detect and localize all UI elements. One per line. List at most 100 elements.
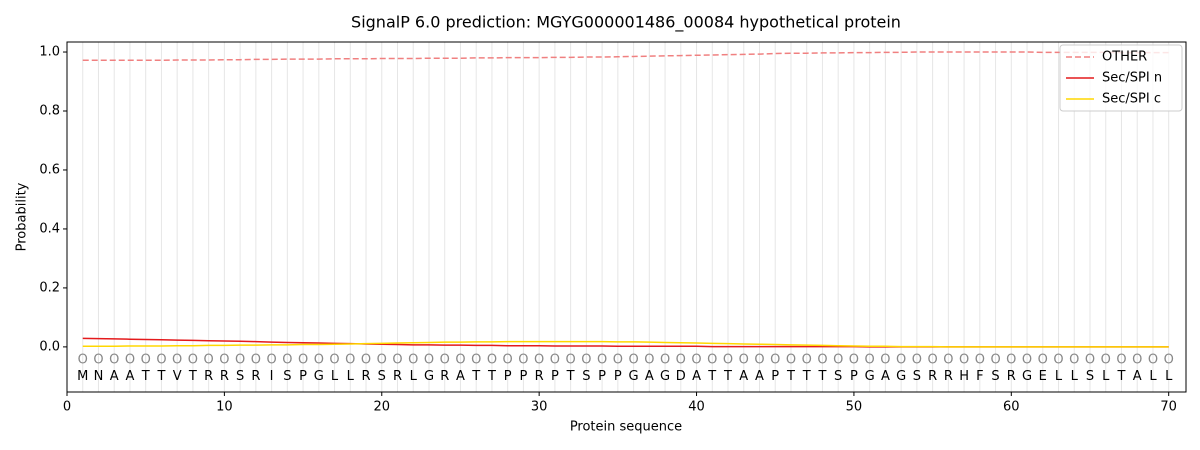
- residue-label: O: [204, 353, 214, 368]
- y-tick-label: 0.4: [39, 221, 60, 236]
- residue-label: O: [628, 353, 638, 368]
- sequence-letter: I: [270, 369, 274, 384]
- residue-label: O: [109, 353, 119, 368]
- sequence-letter: S: [582, 369, 590, 384]
- sequence-letter: A: [1133, 369, 1142, 384]
- residue-label: O: [361, 353, 371, 368]
- sequence-letter: A: [739, 369, 748, 384]
- x-tick-label: 40: [688, 400, 705, 415]
- residue-label: O: [518, 353, 528, 368]
- residue-label: O: [298, 353, 308, 368]
- sequence-letter: R: [1007, 369, 1016, 384]
- residue-label: O: [581, 353, 591, 368]
- sequence-letter: T: [786, 369, 795, 384]
- sequence-letter: G: [1022, 369, 1032, 384]
- residue-label: O: [943, 353, 953, 368]
- residue-label: O: [833, 353, 843, 368]
- sequence-letter: P: [850, 369, 858, 384]
- residue-label: O: [282, 353, 292, 368]
- x-tick-label: 60: [1003, 400, 1020, 415]
- sequence-letter: H: [959, 369, 969, 384]
- residue-label: O: [975, 353, 985, 368]
- y-tick-label: 0.0: [39, 339, 60, 354]
- sequence-letter: S: [1086, 369, 1094, 384]
- residue-label: O: [314, 353, 324, 368]
- residue-label: O: [865, 353, 875, 368]
- sequence-letter: P: [598, 369, 606, 384]
- residue-label: O: [78, 353, 88, 368]
- sequence-letter: G: [314, 369, 324, 384]
- residue-label: O: [440, 353, 450, 368]
- sequence-letter: S: [834, 369, 842, 384]
- legend-label: Sec/SPI n: [1102, 71, 1162, 86]
- sequence-letter: T: [817, 369, 826, 384]
- sequence-letter: E: [1039, 369, 1047, 384]
- chart-title: SignalP 6.0 prediction: MGYG000001486_00…: [351, 13, 901, 33]
- sequence-letter: L: [1165, 369, 1173, 384]
- sequence-letter: S: [991, 369, 999, 384]
- residue-label: O: [1164, 353, 1174, 368]
- residue-label: O: [503, 353, 513, 368]
- residue-label: O: [896, 353, 906, 368]
- residue-label: O: [613, 353, 623, 368]
- residue-label: O: [408, 353, 418, 368]
- residue-label: O: [251, 353, 261, 368]
- sequence-letter: A: [881, 369, 890, 384]
- y-axis-label: Probability: [15, 182, 30, 251]
- sequence-letter: V: [173, 369, 182, 384]
- residue-label: O: [754, 353, 764, 368]
- residue-label: O: [534, 353, 544, 368]
- residue-label: O: [471, 353, 481, 368]
- sequence-letter: R: [251, 369, 260, 384]
- residue-label: O: [770, 353, 780, 368]
- sequence-letter: S: [283, 369, 291, 384]
- residue-label: O: [329, 353, 339, 368]
- sequence-letter: R: [944, 369, 953, 384]
- residue-label: O: [1006, 353, 1016, 368]
- residue-label: O: [849, 353, 859, 368]
- sequence-letter: S: [913, 369, 921, 384]
- residue-label: O: [345, 353, 355, 368]
- sequence-letter: F: [976, 369, 983, 384]
- sequence-letter: R: [928, 369, 937, 384]
- sequence-letter: A: [110, 369, 119, 384]
- sequence-letter: L: [347, 369, 355, 384]
- sequence-letter: G: [896, 369, 906, 384]
- residue-label: O: [707, 353, 717, 368]
- plot-frame: [66, 41, 1187, 393]
- residue-label: O: [1053, 353, 1063, 368]
- sequence-letter: P: [299, 369, 307, 384]
- sequence-letter: P: [771, 369, 779, 384]
- x-tick-label: 50: [846, 400, 863, 415]
- sequence-letter: R: [393, 369, 402, 384]
- sequence-letter: R: [440, 369, 449, 384]
- residue-label: O: [172, 353, 182, 368]
- sequence-letter: M: [77, 369, 88, 384]
- sequence-letter: G: [629, 369, 639, 384]
- sequence-letter: A: [456, 369, 465, 384]
- residue-label: O: [550, 353, 560, 368]
- residue-label: O: [377, 353, 387, 368]
- residue-label: O: [912, 353, 922, 368]
- sequence-letter: L: [1149, 369, 1157, 384]
- residue-label: O: [817, 353, 827, 368]
- residue-label: O: [424, 353, 434, 368]
- x-axis-label: Protein sequence: [570, 420, 682, 435]
- residue-label: O: [566, 353, 576, 368]
- residue-label: O: [959, 353, 969, 368]
- sequence-letter: T: [141, 369, 150, 384]
- x-tick-label: 0: [63, 400, 71, 415]
- residue-label: O: [1085, 353, 1095, 368]
- sequence-letter: L: [331, 369, 339, 384]
- legend-label: Sec/SPI c: [1102, 92, 1161, 107]
- sequence-letter: L: [1055, 369, 1063, 384]
- sequence-letter: P: [614, 369, 622, 384]
- sequence-letter: T: [471, 369, 480, 384]
- residue-label: O: [597, 353, 607, 368]
- x-tick-label: 30: [531, 400, 548, 415]
- sequence-letter: G: [865, 369, 875, 384]
- residue-label: O: [691, 353, 701, 368]
- sequence-letter: T: [487, 369, 496, 384]
- y-tick-label: 0.8: [39, 103, 60, 118]
